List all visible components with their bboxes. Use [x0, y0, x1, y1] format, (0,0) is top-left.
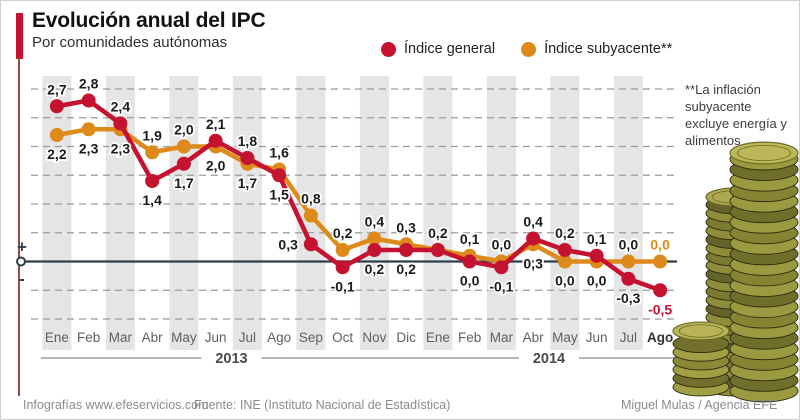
series-general — [49, 93, 668, 298]
svg-text:0,3: 0,3 — [278, 236, 298, 252]
series-subyacente — [49, 122, 668, 269]
svg-text:0,0: 0,0 — [492, 237, 512, 253]
svg-text:0,3: 0,3 — [396, 219, 416, 235]
svg-text:1,7: 1,7 — [174, 175, 194, 191]
svg-text:Dic: Dic — [396, 330, 416, 345]
value-labels-general: 2,7 2,8 2,4 1,4 1,7 2,1 1,8 1,5 0,3 -0,1 0,2 0,2 0,2… — [45, 74, 674, 319]
month-bands — [42, 76, 643, 350]
svg-text:2,1: 2,1 — [206, 116, 226, 132]
svg-text:0,8: 0,8 — [301, 191, 321, 207]
page-subtitle: Por comunidades autónomas — [32, 34, 228, 51]
svg-text:0,0: 0,0 — [587, 273, 607, 289]
svg-text:-0,3: -0,3 — [616, 290, 640, 306]
year-axis: 2013 2014 — [40, 351, 677, 367]
footnote: **La inflación subyacente excluye energí… — [685, 82, 787, 149]
svg-text:Ene: Ene — [426, 330, 450, 345]
svg-text:0,4: 0,4 — [523, 214, 543, 230]
svg-text:0,2: 0,2 — [396, 261, 416, 277]
svg-text:0,2: 0,2 — [428, 225, 448, 241]
svg-text:Abr: Abr — [142, 330, 164, 345]
svg-text:2,2: 2,2 — [47, 146, 67, 162]
svg-text:Sep: Sep — [299, 330, 323, 345]
svg-text:-0,1: -0,1 — [331, 278, 355, 294]
svg-text:1,8: 1,8 — [238, 133, 258, 149]
svg-text:+: + — [17, 238, 27, 257]
legend-label-subyacente: Índice subyacente** — [544, 41, 673, 57]
svg-text:0,2: 0,2 — [365, 261, 385, 277]
svg-text:2,3: 2,3 — [79, 140, 99, 156]
svg-text:0,0: 0,0 — [460, 273, 480, 289]
svg-text:-0,5: -0,5 — [648, 301, 672, 317]
svg-text:1,7: 1,7 — [238, 175, 258, 191]
svg-text:Jul: Jul — [620, 330, 637, 345]
svg-text:Mar: Mar — [490, 330, 514, 345]
svg-text:2014: 2014 — [533, 351, 565, 367]
svg-text:Abr: Abr — [523, 330, 545, 345]
svg-text:2013: 2013 — [215, 351, 247, 367]
footer-source: Fuente: INE (Instituto Nacional de Estad… — [194, 398, 451, 412]
svg-text:Jul: Jul — [239, 330, 256, 345]
svg-text:Feb: Feb — [77, 330, 100, 345]
svg-text:2,0: 2,0 — [174, 122, 194, 138]
svg-text:Jun: Jun — [586, 330, 608, 345]
footer-credit-right: Miguel Mulas / Agencia EFE — [621, 398, 778, 412]
svg-text:Ene: Ene — [45, 330, 69, 345]
svg-text:-: - — [19, 270, 25, 289]
value-labels-subyacente: 2,2 2,3 2,3 1,9 2,0 2,0 1,7 1,6 0,8 0,2 0,4 0,3 0,1 0… — [45, 120, 671, 291]
legend-item-subyacente: Índice subyacente** — [521, 41, 672, 57]
subyacente-series-dot-icon — [521, 41, 537, 57]
month-labels: Ene Feb Mar Abr May Jun Jul Ago Sep Oct Nov Dic Ene F… — [45, 330, 673, 345]
svg-text:0,2: 0,2 — [555, 225, 575, 241]
svg-text:1,4: 1,4 — [142, 192, 162, 208]
svg-text:0,4: 0,4 — [365, 214, 385, 230]
footer-credit-left: Infografías www.efeservicios.com — [23, 398, 209, 412]
svg-text:1,6: 1,6 — [269, 145, 289, 161]
svg-text:2,0: 2,0 — [206, 158, 226, 174]
svg-text:May: May — [552, 330, 578, 345]
svg-text:May: May — [171, 330, 197, 345]
svg-text:Feb: Feb — [458, 330, 481, 345]
page-title: Evolución anual del IPC — [32, 9, 266, 32]
svg-text:Ago: Ago — [267, 330, 291, 345]
legend: Índice general Índice subyacente** — [381, 41, 672, 57]
legend-label-general: Índice general — [404, 41, 496, 57]
svg-text:0,0: 0,0 — [555, 273, 575, 289]
svg-text:0,1: 0,1 — [460, 231, 480, 247]
svg-text:0,2: 0,2 — [333, 225, 353, 241]
svg-text:0,1: 0,1 — [587, 231, 607, 247]
svg-text:Jun: Jun — [205, 330, 227, 345]
legend-item-general: Índice general — [381, 41, 495, 57]
svg-text:Nov: Nov — [362, 330, 386, 345]
svg-text:0,0: 0,0 — [619, 237, 639, 253]
svg-text:0,0: 0,0 — [650, 237, 670, 253]
svg-text:2,8: 2,8 — [79, 76, 99, 92]
svg-text:1,9: 1,9 — [142, 127, 162, 143]
svg-text:0,3: 0,3 — [523, 255, 543, 271]
svg-text:1,5: 1,5 — [269, 186, 289, 202]
svg-text:Oct: Oct — [332, 330, 353, 345]
svg-text:-0,1: -0,1 — [489, 278, 513, 294]
svg-text:2,7: 2,7 — [47, 81, 67, 97]
accent-bar — [16, 13, 23, 59]
general-series-dot-icon — [381, 41, 396, 57]
svg-text:2,4: 2,4 — [111, 99, 131, 115]
svg-text:Mar: Mar — [109, 330, 133, 345]
accent-rule — [18, 58, 20, 396]
svg-text:Ago: Ago — [647, 330, 673, 345]
svg-text:2,3: 2,3 — [111, 140, 131, 156]
